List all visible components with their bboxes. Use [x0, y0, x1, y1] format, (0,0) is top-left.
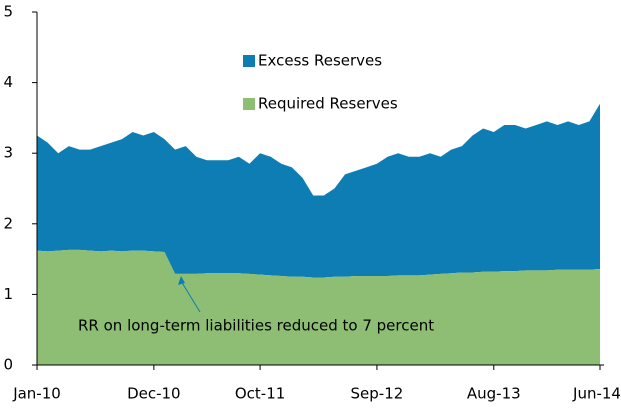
annotation: RR on long-term liabilities reduced to 7…	[78, 317, 434, 335]
x-tick-label: Sep-12	[351, 385, 404, 403]
y-tick-label: 3	[3, 144, 13, 162]
y-tick-label: 0	[3, 356, 13, 374]
y-tick-label: 4	[3, 73, 13, 91]
legend-label: Required Reserves	[258, 95, 398, 113]
x-tick-label: Jan-10	[12, 385, 61, 403]
legend-swatch	[243, 98, 255, 110]
arrow-head	[178, 276, 185, 285]
area	[37, 103, 600, 278]
y-tick-label: 2	[3, 214, 13, 232]
y-tick-label: 1	[3, 285, 13, 303]
annotation-arrow	[180, 280, 201, 313]
x-tick-label: Dec-10	[127, 385, 181, 403]
x-tick-label: Jun-14	[572, 385, 621, 403]
x-tick-label: Oct-11	[235, 385, 285, 403]
legend-label: Excess Reserves	[258, 52, 382, 70]
area	[37, 249, 600, 365]
y-tick-label: 5	[3, 3, 13, 21]
legend-swatch	[243, 55, 255, 67]
x-tick-label: Aug-13	[467, 385, 521, 403]
